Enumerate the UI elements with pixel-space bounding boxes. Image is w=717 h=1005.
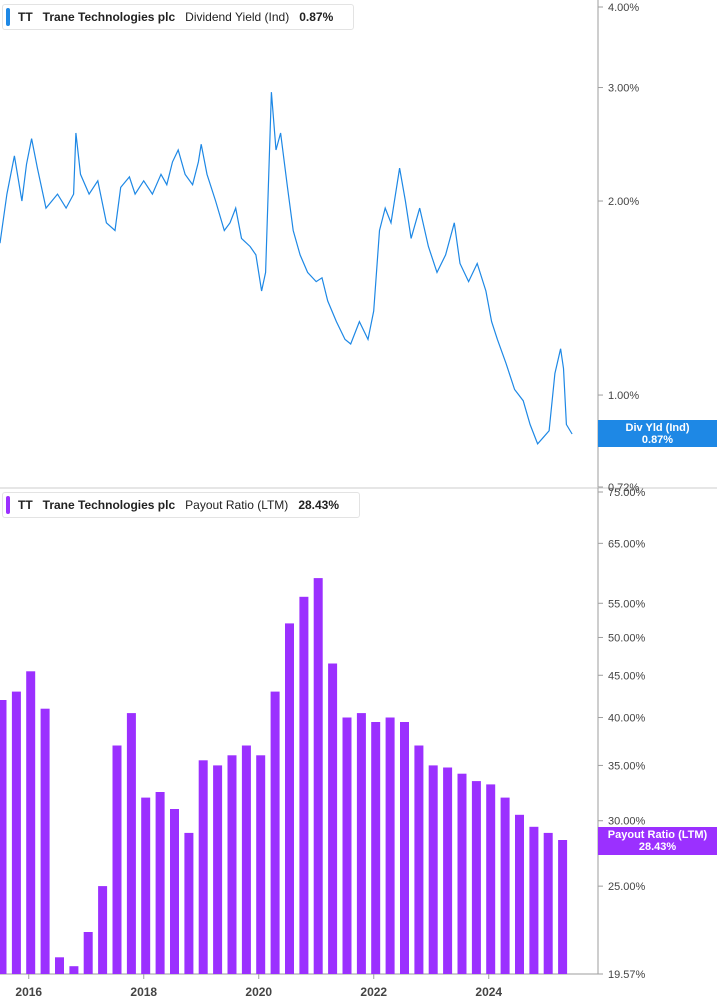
payout-bar — [241, 745, 251, 974]
top-ytick-label-3: 1.00% — [608, 390, 639, 402]
payout-bar — [256, 755, 266, 974]
yield-tag-value: 0.87% — [641, 433, 674, 446]
payout-bar — [428, 765, 438, 974]
payout-bar — [486, 784, 496, 974]
payout-bar — [328, 663, 338, 974]
x-tick-label-0: 2016 — [15, 985, 42, 999]
bottom-ytick-label-7: 30.00% — [608, 816, 646, 828]
payout-bar — [500, 797, 510, 974]
top-ytick-label-1: 3.00% — [608, 83, 639, 95]
payout-bar — [356, 713, 366, 974]
top-legend: TT Trane Technologies plc Dividend Yield… — [2, 4, 355, 30]
payout-tag-label: Payout Ratio (LTM) — [607, 829, 708, 841]
bottom-legend: TT Trane Technologies plc Payout Ratio (… — [2, 492, 361, 518]
top-legend-company: Trane Technologies plc — [42, 10, 176, 24]
bottom-ytick-label-5: 40.00% — [608, 713, 646, 725]
payout-bar — [155, 792, 165, 974]
payout-bar — [471, 781, 481, 974]
payout-ratio-panel: 75.00% 65.00% 55.00% 50.00% 45.00% 40.00% 35.0… — [0, 487, 646, 999]
bottom-legend-ticker: TT — [18, 498, 33, 512]
bottom-ytick-label-9: 19.57% — [608, 969, 646, 981]
x-tick-label-4: 2024 — [475, 985, 502, 999]
bottom-ytick-label-6: 35.00% — [608, 760, 646, 772]
payout-bar — [198, 760, 208, 974]
top-legend-ticker: TT — [18, 10, 33, 24]
payout-bar — [285, 623, 294, 974]
payout-bar — [457, 773, 467, 974]
payout-series-swatch — [6, 496, 10, 514]
payout-bar — [414, 745, 424, 974]
x-tick-label-3: 2022 — [360, 985, 387, 999]
top-legend-metric: Dividend Yield (Ind) — [185, 10, 290, 24]
top-ytick-label-5: 0.72% — [608, 482, 639, 494]
top-ytick-label-2: 2.00% — [608, 196, 639, 208]
payout-bar — [543, 832, 553, 974]
yield-value-tag: Div Yld (Ind) 0.87% — [598, 420, 717, 447]
payout-bar — [0, 700, 7, 974]
bottom-ytick-label-0: 75.00% — [608, 487, 646, 499]
payout-bar — [213, 765, 223, 974]
payout-bar — [313, 578, 323, 974]
payout-bar — [184, 832, 194, 974]
top-legend-value: 0.87% — [299, 10, 334, 24]
payout-bar — [371, 722, 381, 974]
payout-bar — [227, 755, 237, 974]
bottom-legend-metric: Payout Ratio (LTM) — [185, 498, 289, 512]
payout-bar — [342, 717, 352, 974]
payout-bar — [141, 797, 151, 974]
payout-bar — [529, 826, 539, 974]
payout-bar — [126, 713, 136, 974]
yield-tag-label: Div Yld (Ind) — [625, 421, 690, 434]
bottom-legend-value: 28.43% — [298, 498, 340, 512]
x-tick-label-2: 2020 — [245, 985, 272, 999]
bottom-ytick-label-3: 50.00% — [608, 632, 646, 644]
payout-bar — [112, 745, 122, 974]
payout-bar — [26, 671, 36, 974]
top-ytick-label-0: 4.00% — [608, 2, 639, 14]
x-tick-label-1: 2018 — [130, 985, 157, 999]
bottom-ytick-label-2: 55.00% — [608, 598, 646, 610]
payout-bar — [515, 814, 524, 974]
payout-value-tag: Payout Ratio (LTM) 28.43% — [598, 827, 717, 855]
payout-bar — [443, 767, 453, 974]
payout-bar — [98, 886, 108, 974]
yield-series-swatch — [6, 8, 10, 26]
payout-bar — [299, 596, 309, 974]
dividend-yield-line — [0, 92, 573, 446]
payout-bar — [69, 966, 79, 974]
payout-bar — [385, 717, 395, 974]
bottom-ytick-label-4: 45.00% — [608, 670, 646, 682]
payout-bar — [270, 691, 280, 974]
bottom-legend-company: Trane Technologies plc — [42, 498, 176, 512]
payout-bar — [11, 691, 21, 974]
payout-bar — [40, 708, 50, 974]
bottom-ytick-label-1: 65.00% — [608, 538, 646, 550]
payout-bar — [55, 957, 64, 974]
payout-bar — [400, 722, 409, 974]
bottom-ytick-label-8: 25.00% — [608, 881, 646, 893]
payout-tag-value: 28.43% — [638, 841, 677, 853]
payout-bar — [558, 840, 568, 974]
payout-bar — [83, 932, 93, 974]
payout-bar — [170, 809, 179, 974]
